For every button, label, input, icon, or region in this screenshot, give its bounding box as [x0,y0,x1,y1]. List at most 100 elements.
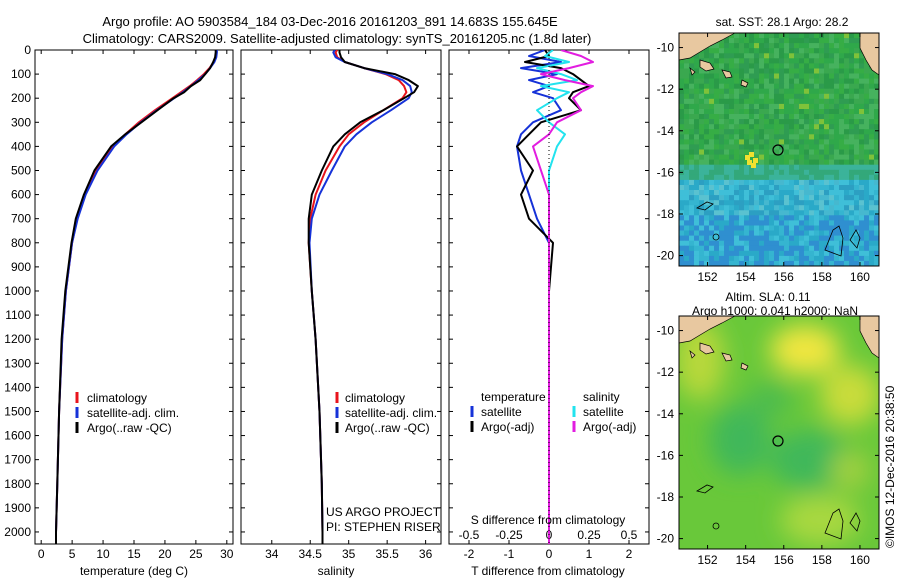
sst-cell [699,230,705,237]
sst-cell [874,220,879,227]
sst-cell [809,43,815,49]
sst-cell [844,250,850,257]
sst-cell [854,210,860,216]
sst-cell [804,174,810,181]
sst-cell [844,154,850,161]
sst-cell [704,144,710,151]
sst-cell [849,200,855,206]
sst-cell [729,255,735,262]
sst-cell [734,235,740,242]
sst-cell [754,63,760,70]
sst-cell [699,210,705,216]
legend-clim-label: climatology [345,391,405,405]
temperature-xlabel: temperature (deg C) [80,564,188,578]
sst-cell [819,109,825,115]
sst-cell [694,73,700,80]
sst-cell [814,190,820,196]
sst-cell [709,68,715,75]
sst-cell [739,225,745,232]
sst-cell [734,200,740,206]
sst-cell [789,230,795,237]
sst-cell [869,255,875,262]
sst-cell [739,103,745,110]
sst-cell [719,98,725,105]
sst-cell [789,53,795,59]
sst-cell [729,109,735,115]
land-papua [679,33,736,61]
sst-cell [764,93,770,100]
sst-cell [774,210,780,216]
sst-cell [749,260,755,266]
sst-cell [874,109,879,115]
sst-cell [874,235,879,242]
sst-cell [824,210,830,216]
sst-cell [694,154,700,161]
sst-cell [859,205,865,211]
sst-cell [784,169,790,176]
sst-cell [829,43,835,49]
xtick-label: -1 [504,547,515,561]
sst-cell [859,235,865,242]
ytick-label: 1100 [5,308,31,322]
sst-cell [854,119,860,125]
sst-cell [704,139,710,146]
sst-cell [799,114,805,120]
sst-cell [719,174,725,181]
sst-cell [759,164,765,171]
sst-cell [794,88,800,95]
sst-cell [729,119,735,125]
sst-cell [799,260,805,266]
sst-cell [724,210,730,216]
sst-cell [684,154,690,161]
sst-cell [784,245,790,252]
sla-map-title2: Argo h1000: 0.041 h2000: NaN [692,304,858,318]
sst-cell [839,124,845,130]
sst-cell [699,250,705,257]
sst-cell [834,190,840,196]
sst-cell [829,78,835,85]
sst-cell [774,195,780,201]
sst-cell [734,255,740,262]
sst-cell [749,124,755,130]
sst-cell [784,134,790,140]
sst-cell [704,83,710,90]
land-australia [859,316,879,359]
land-papua [679,316,736,344]
map-ytick-label: -16 [657,165,675,179]
sst-cell [754,129,760,135]
sst-cell [849,68,855,75]
sst-cell [819,174,825,181]
sst-cell [769,63,775,70]
sst-cell [749,195,755,201]
sst-cell [869,78,875,85]
sst-cell [704,159,710,166]
sst-cell [759,63,765,70]
sst-cell [684,174,690,181]
sst-cell [834,200,840,206]
sst-cell [824,33,830,39]
sst-cell [754,139,760,146]
sst-cell [719,205,725,211]
sst-cell [699,154,705,161]
sst-cell [714,119,720,125]
sst-cell [754,48,760,54]
sst-cell [689,149,695,156]
sst-cell [819,255,825,262]
sst-cell [849,205,855,211]
sst-cell [744,139,750,146]
sst-cell [734,179,740,186]
sst-cell [779,164,785,171]
sst-cell [684,114,690,120]
sst-cell [834,43,840,49]
sst-cell [864,225,870,232]
sst-cell [859,68,865,75]
sst-cell [754,33,760,39]
sst-cell [809,164,815,171]
sst-cell [799,250,805,257]
sst-cell [774,185,780,191]
sst-cell [814,98,820,105]
sst-cell [799,164,805,171]
sst-cell [869,215,875,221]
sst-cell [679,215,685,221]
sst-cell [764,215,770,221]
